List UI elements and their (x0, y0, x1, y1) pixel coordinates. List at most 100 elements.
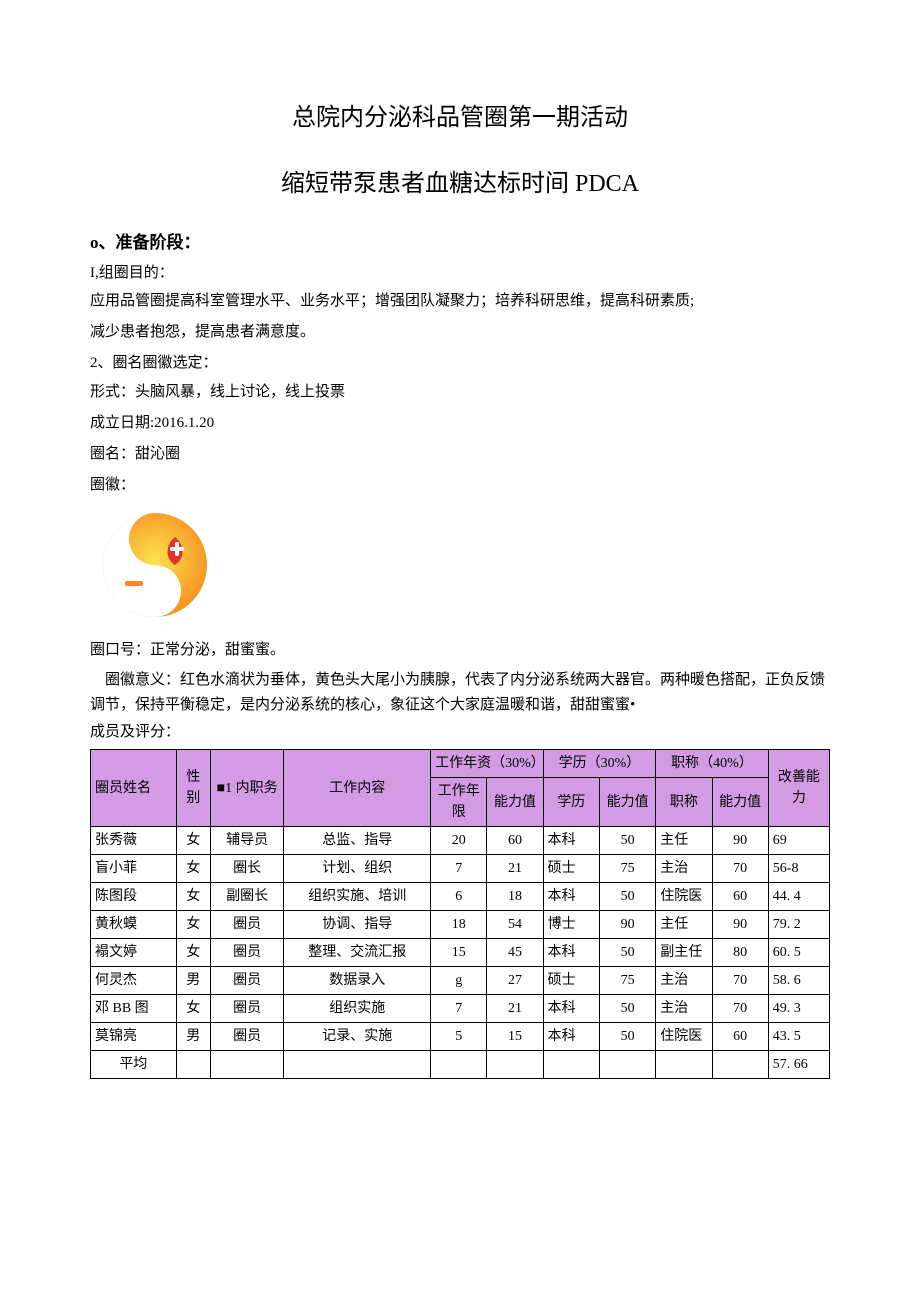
form-line: 形式：头脑风暴，线上讨论，线上投票 (90, 379, 830, 406)
table-cell: 圈长 (210, 855, 283, 883)
circle-name-line: 圈名：甜沁圈 (90, 441, 830, 468)
table-cell: 主治 (656, 995, 712, 1023)
circle-badge-logo (90, 507, 830, 627)
table-cell: 圈员 (210, 911, 283, 939)
th-years-group: 工作年资（30%） (431, 750, 544, 778)
members-label: 成员及评分： (90, 721, 830, 744)
th-title: 职称 (656, 778, 712, 827)
table-cell: 圈员 (210, 939, 283, 967)
badge-svg (90, 507, 220, 627)
table-row: 黄秋蟆女圈员协调、指导1854博士90主任9079. 2 (91, 911, 830, 939)
table-cell: 整理、交流汇报 (284, 939, 431, 967)
table-cell: 57. 66 (768, 1051, 829, 1079)
table-cell: 女 (176, 911, 210, 939)
table-cell: 80 (712, 939, 768, 967)
table-cell: 本科 (543, 939, 599, 967)
purpose-text-2: 减少患者抱怨，提高患者满意度。 (90, 319, 830, 346)
table-cell: 75 (599, 967, 655, 995)
table-cell: 本科 (543, 1023, 599, 1051)
table-cell: 主任 (656, 911, 712, 939)
table-row: 莫锦亮男圈员记录、实施515本科50住院医6043. 5 (91, 1023, 830, 1051)
table-cell: 主任 (656, 827, 712, 855)
table-cell: 黄秋蟆 (91, 911, 177, 939)
table-cell: 7 (431, 995, 487, 1023)
table-cell: 44. 4 (768, 883, 829, 911)
table-cell: 54 (487, 911, 543, 939)
table-cell: 43. 5 (768, 1023, 829, 1051)
table-cell (284, 1051, 431, 1079)
th-work: 工作内容 (284, 750, 431, 827)
th-edu: 学历 (543, 778, 599, 827)
table-cell: 50 (599, 939, 655, 967)
th-edu-group: 学历（30%） (543, 750, 656, 778)
table-cell: 副主任 (656, 939, 712, 967)
date-line: 成立日期:2016.1.20 (90, 410, 830, 437)
table-cell: 58. 6 (768, 967, 829, 995)
table-cell: 女 (176, 939, 210, 967)
table-cell: 50 (599, 883, 655, 911)
th-ability1: 能力值 (487, 778, 543, 827)
table-cell (543, 1051, 599, 1079)
table-cell: 21 (487, 855, 543, 883)
table-cell: 90 (712, 827, 768, 855)
table-cell: 79. 2 (768, 911, 829, 939)
table-row: 张秀薇女辅导员总监、指导2060本科50主任9069 (91, 827, 830, 855)
table-cell: 7 (431, 855, 487, 883)
purpose-heading: I,组圈目的： (90, 262, 830, 285)
table-cell: 90 (599, 911, 655, 939)
table-cell: 女 (176, 995, 210, 1023)
table-cell: 总监、指导 (284, 827, 431, 855)
table-cell: 张秀薇 (91, 827, 177, 855)
th-ability2: 能力值 (599, 778, 655, 827)
th-improve: 改善能力 (768, 750, 829, 827)
table-cell: 15 (431, 939, 487, 967)
naming-heading: 2、圈名圈徽选定： (90, 352, 830, 375)
table-cell: 男 (176, 967, 210, 995)
table-cell (176, 1051, 210, 1079)
table-cell: 18 (431, 911, 487, 939)
table-cell (431, 1051, 487, 1079)
table-cell: 计划、组织 (284, 855, 431, 883)
table-cell: 27 (487, 967, 543, 995)
table-cell: 主治 (656, 855, 712, 883)
stage-0-heading: o、准备阶段： (90, 230, 830, 256)
table-cell: 圈员 (210, 995, 283, 1023)
table-cell: 70 (712, 855, 768, 883)
table-cell: 50 (599, 827, 655, 855)
table-row: 邓 BB 图女圈员组织实施721本科50主治7049. 3 (91, 995, 830, 1023)
th-years: 工作年限 (431, 778, 487, 827)
table-cell (712, 1051, 768, 1079)
table-cell: 博士 (543, 911, 599, 939)
table-cell: 56-8 (768, 855, 829, 883)
table-cell: 60 (712, 1023, 768, 1051)
table-cell: 硕士 (543, 967, 599, 995)
table-cell: 组织实施、培训 (284, 883, 431, 911)
table-cell: 20 (431, 827, 487, 855)
table-cell: 女 (176, 855, 210, 883)
members-table: 圈员姓名 性别 ■1 内职务 工作内容 工作年资（30%） 学历（30%） 职称… (90, 749, 830, 1079)
table-cell: 本科 (543, 995, 599, 1023)
table-cell: g (431, 967, 487, 995)
table-cell: 70 (712, 995, 768, 1023)
table-cell: 本科 (543, 827, 599, 855)
table-cell: 18 (487, 883, 543, 911)
table-cell: 女 (176, 827, 210, 855)
th-title-group: 职称（40%） (656, 750, 769, 778)
purpose-text-1: 应用品管圈提高科室管理水平、业务水平；增强团队凝聚力；培养科研思维，提高科研素质… (90, 288, 830, 315)
main-title-2: 缩短带泵患者血糖达标时间 PDCA (90, 166, 830, 202)
table-cell: 何灵杰 (91, 967, 177, 995)
table-cell: 50 (599, 995, 655, 1023)
table-cell: 21 (487, 995, 543, 1023)
table-body: 张秀薇女辅导员总监、指导2060本科50主任9069盲小菲女圈长计划、组织721… (91, 827, 830, 1079)
table-cell: 50 (599, 1023, 655, 1051)
table-row: 陈图段女副圈长组织实施、培训618本科50住院医6044. 4 (91, 883, 830, 911)
table-row: 何灵杰男圈员数据录入g27硕士75主治7058. 6 (91, 967, 830, 995)
table-cell: 盲小菲 (91, 855, 177, 883)
table-cell: 75 (599, 855, 655, 883)
table-cell (210, 1051, 283, 1079)
table-cell: 硕士 (543, 855, 599, 883)
badge-label: 圈徽： (90, 472, 830, 499)
table-cell: 圈员 (210, 967, 283, 995)
table-row: 褟文婷女圈员整理、交流汇报1545本科50副主任8060. 5 (91, 939, 830, 967)
table-cell: 协调、指导 (284, 911, 431, 939)
